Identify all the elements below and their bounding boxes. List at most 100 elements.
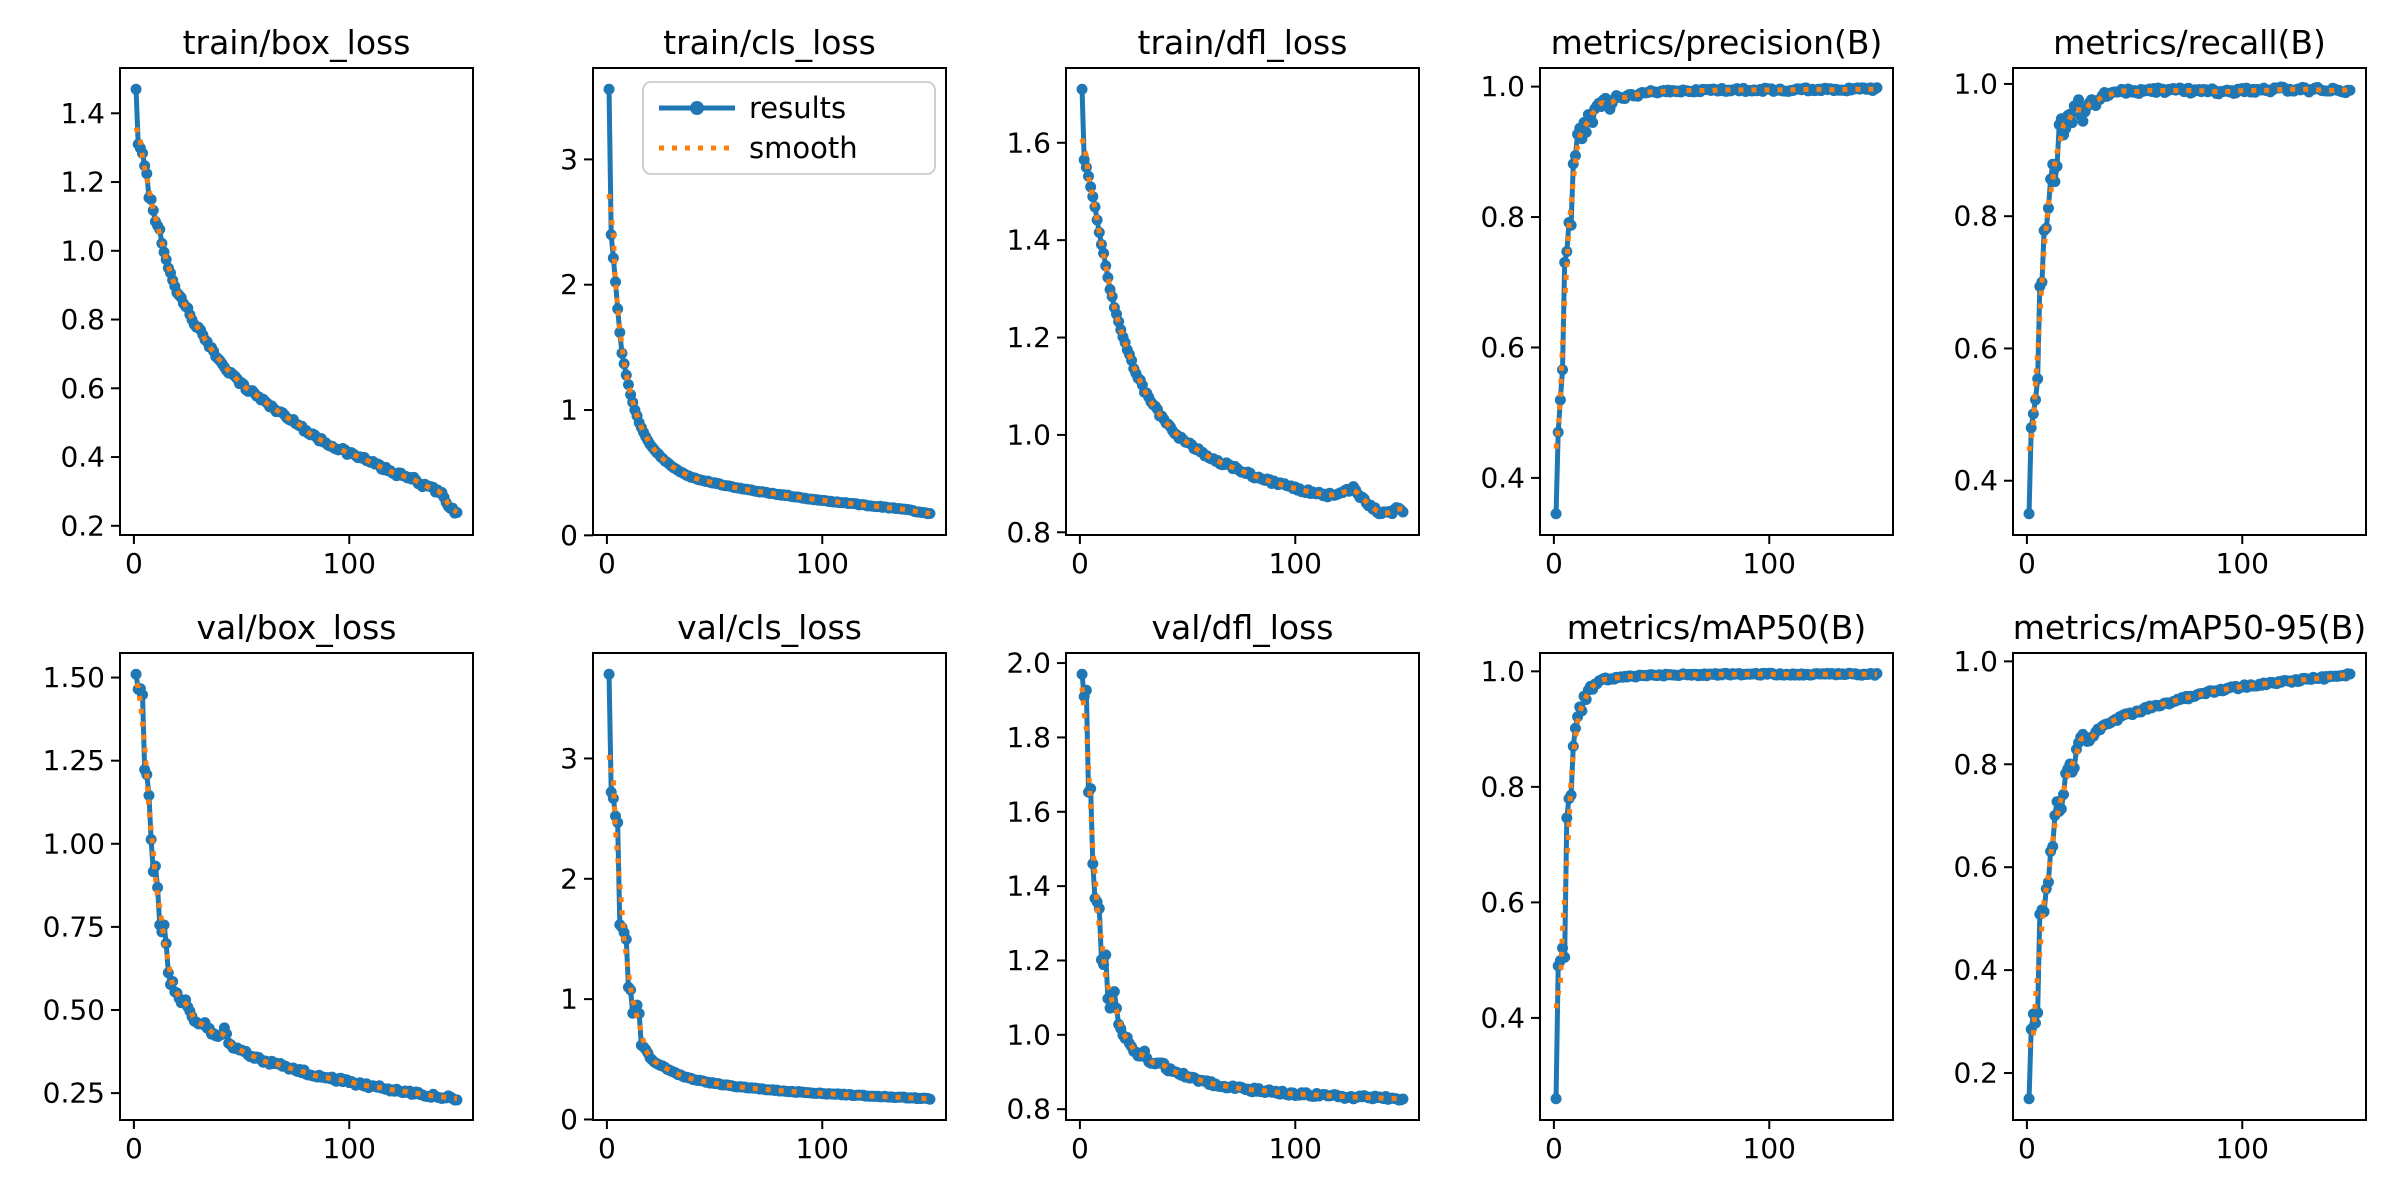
y-tick-label: 0.4 (1953, 954, 1998, 987)
x-tick-label: 100 (1269, 547, 1322, 580)
subplot-val-box-loss: val/box_loss 0.25 0.50 0.75 1.00 1.25 1.50 0 100 (43, 608, 474, 1165)
results-markers (1076, 83, 1409, 520)
axes-frame (2012, 67, 2367, 536)
legend-label: smooth (749, 131, 858, 165)
y-tick-label: 0.8 (60, 303, 105, 336)
y-tick-label: 1.8 (1006, 721, 1051, 754)
x-tick-label: 100 (796, 547, 849, 580)
x-tick-label: 100 (2216, 547, 2269, 580)
subplot-title: metrics/recall(B) (2053, 23, 2326, 62)
x-tick-label: 0 (1545, 547, 1563, 580)
y-tick-label: 1.2 (1006, 321, 1051, 354)
axes-frame (1539, 67, 1894, 536)
y-tick-label: 0.6 (60, 372, 105, 405)
y-tick-label: 1.2 (60, 166, 105, 199)
legend-label: results (749, 91, 846, 125)
y-tick-label: 1.4 (60, 97, 105, 130)
subplot-title: train/dfl_loss (1138, 23, 1348, 62)
y-tick-label: 1.0 (1006, 418, 1051, 451)
axes-frame (1539, 652, 1894, 1121)
y-tick-label: 3 (560, 742, 578, 775)
legend: results smooth (642, 81, 936, 175)
subplot-title: metrics/mAP50(B) (1567, 608, 1867, 647)
axes-frame (2012, 652, 2367, 1121)
y-tick-label: 1.6 (1006, 795, 1051, 828)
x-tick-label: 0 (2018, 547, 2036, 580)
y-tick-label: 0.6 (1480, 886, 1525, 919)
y-tick-label: 1.6 (1006, 126, 1051, 159)
legend-sample-marker (690, 101, 704, 115)
smooth-line (606, 754, 931, 1102)
y-tick-label: 1.2 (1006, 944, 1051, 977)
y-tick-label: 2 (560, 862, 578, 895)
y-tick-label: 0.2 (60, 509, 105, 542)
smooth-line (134, 682, 458, 1101)
y-tick-label: 1.0 (1953, 67, 1998, 100)
smooth-line (1079, 138, 1404, 516)
y-tick-label: 0 (560, 519, 578, 552)
x-tick-label: 0 (598, 547, 616, 580)
y-tick-label: 1.4 (1006, 224, 1051, 257)
subplot-val-cls-loss: val/cls_loss 0 1 2 3 0 100 (560, 608, 947, 1165)
x-tick-label: 0 (2018, 1132, 2036, 1165)
y-tick-label: 1.25 (43, 744, 105, 777)
y-tick-label: 0.6 (1480, 331, 1525, 364)
y-tick-label: 0.8 (1480, 770, 1525, 803)
subplot-train-dfl-loss: train/dfl_loss 0.8 1.0 1.2 1.4 1.6 0 100 (1006, 23, 1420, 580)
axes-frame (592, 67, 947, 536)
smooth-line (133, 126, 459, 515)
axes-frame (119, 652, 474, 1121)
results-markers (1076, 668, 1409, 1106)
y-tick-label: 1 (560, 394, 578, 427)
smooth-line (1553, 671, 1878, 1009)
axes-frame (592, 652, 947, 1121)
x-tick-label: 100 (323, 547, 376, 580)
subplot-metrics-precision-b-: metrics/precision(B) 0.4 0.6 0.8 1.0 0 100 (1480, 23, 1894, 580)
smooth-line (2026, 672, 2351, 1049)
y-tick-label: 2 (560, 268, 578, 301)
y-tick-label: 0.8 (1480, 201, 1525, 234)
y-tick-label: 3 (560, 143, 578, 176)
y-tick-label: 0.8 (1006, 516, 1051, 549)
y-tick-label: 0.4 (60, 441, 105, 474)
x-tick-label: 0 (1071, 1132, 1089, 1165)
subplot-train-cls-loss: train/cls_loss 0 1 2 3 0 100 results smooth (560, 23, 947, 580)
smooth-line (606, 193, 931, 516)
x-tick-label: 0 (125, 1132, 143, 1165)
legend-box (642, 81, 936, 175)
subplot-title: val/box_loss (197, 608, 397, 647)
subplot-title: val/dfl_loss (1151, 608, 1333, 647)
x-tick-label: 0 (125, 547, 143, 580)
y-tick-label: 0.8 (1006, 1093, 1051, 1126)
y-tick-label: 0.4 (1480, 1001, 1525, 1034)
x-tick-label: 0 (1545, 1132, 1563, 1165)
results-markers (130, 83, 463, 519)
y-tick-label: 1.00 (43, 827, 105, 860)
y-tick-label: 0.6 (1953, 851, 1998, 884)
y-tick-label: 1.0 (1480, 655, 1525, 688)
x-tick-label: 100 (1269, 1132, 1322, 1165)
subplot-title: metrics/mAP50-95(B) (2013, 608, 2366, 647)
y-tick-label: 0.8 (1953, 200, 1998, 233)
y-tick-label: 0.8 (1953, 748, 1998, 781)
axes-frame (119, 67, 474, 536)
subplot-metrics-map50-b-: metrics/mAP50(B) 0.4 0.6 0.8 1.0 0 100 (1480, 608, 1894, 1165)
y-tick-label: 0.75 (43, 910, 105, 943)
y-tick-label: 0.2 (1953, 1057, 1998, 1090)
y-tick-label: 1.0 (1953, 645, 1998, 678)
x-tick-label: 100 (2216, 1132, 2269, 1165)
y-tick-label: 0.50 (43, 994, 105, 1027)
subplot-metrics-recall-b-: metrics/recall(B) 0.4 0.6 0.8 1.0 0 100 (1953, 23, 2367, 580)
x-tick-label: 100 (323, 1132, 376, 1165)
subplot-train-box-loss: train/box_loss 0.2 0.4 0.6 0.8 1.0 1.2 1.4 0 100 (60, 23, 474, 580)
smooth-line (1553, 86, 1878, 449)
y-tick-label: 0.25 (43, 1077, 105, 1110)
subplot-title: train/box_loss (183, 23, 411, 62)
y-tick-label: 1.0 (1006, 1018, 1051, 1051)
subplot-title: val/cls_loss (677, 608, 862, 647)
y-tick-label: 0.4 (1953, 464, 1998, 497)
y-tick-label: 1.4 (1006, 870, 1051, 903)
